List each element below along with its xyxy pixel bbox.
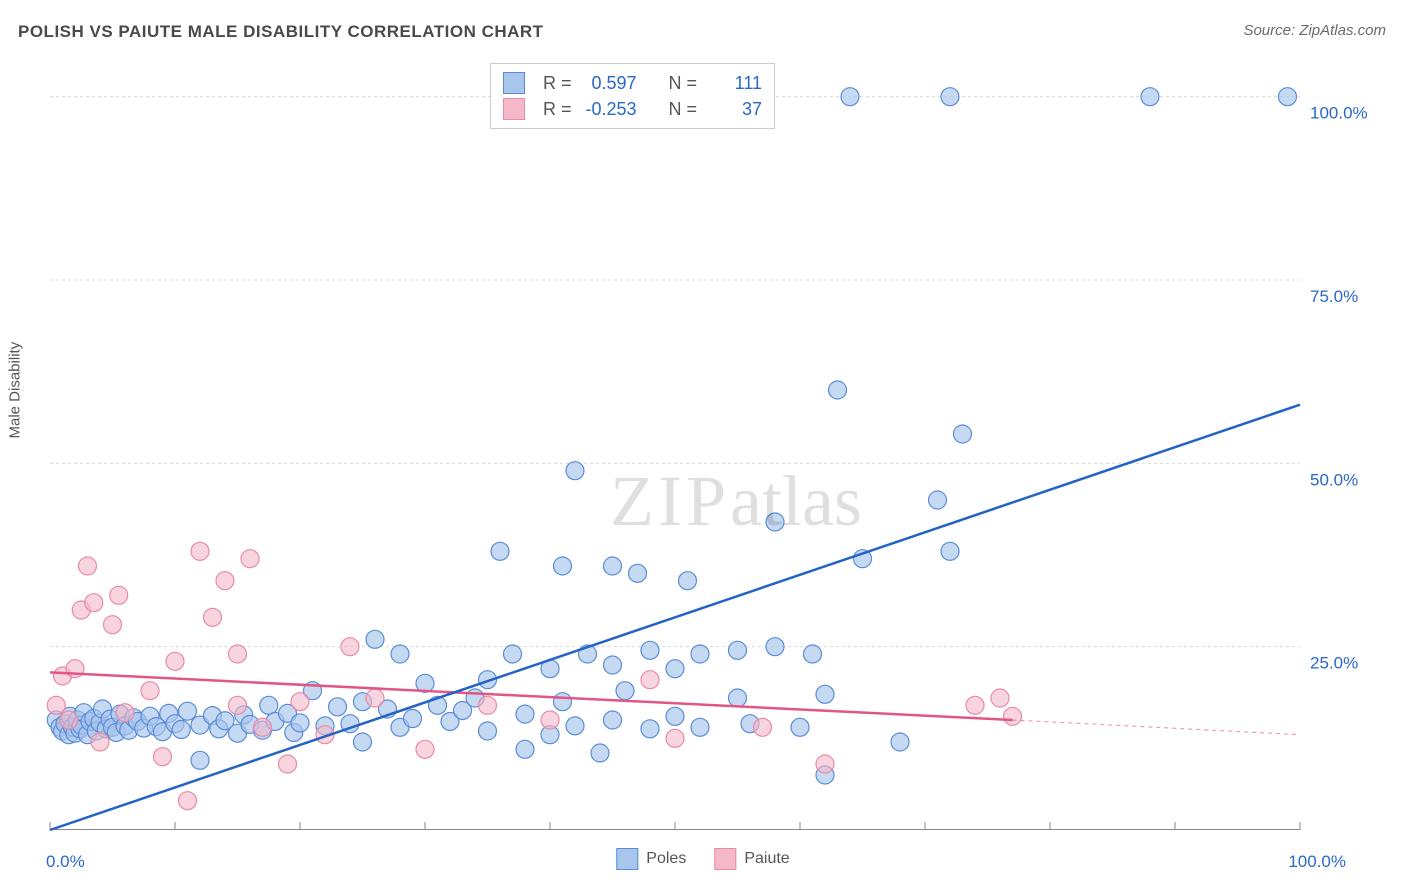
svg-text:100.0%: 100.0% — [1310, 104, 1368, 123]
chart-source: Source: ZipAtlas.com — [1243, 22, 1386, 39]
y-axis-label: Male Disability — [7, 342, 24, 439]
chart-container: POLISH VS PAIUTE MALE DISABILITY CORRELA… — [0, 0, 1406, 892]
legend-swatch-paiute — [503, 98, 525, 120]
n-value-paiute: 37 — [707, 99, 762, 120]
plot-area: 25.0%50.0%75.0%100.0% ZIPatlas — [50, 60, 1300, 830]
svg-text:75.0%: 75.0% — [1310, 287, 1358, 306]
scatter-plot-svg: 25.0%50.0%75.0%100.0% — [50, 60, 1300, 830]
x-axis-max-label: 100.0% — [1288, 852, 1346, 872]
chart-title: POLISH VS PAIUTE MALE DISABILITY CORRELA… — [18, 22, 544, 42]
legend-swatch-paiute-icon — [714, 848, 736, 870]
svg-text:50.0%: 50.0% — [1310, 470, 1358, 489]
legend-swatch-poles — [503, 72, 525, 94]
legend-item-paiute: Paiute — [714, 848, 789, 870]
poles-points — [47, 88, 1296, 784]
r-value-paiute: -0.253 — [582, 99, 637, 120]
svg-text:25.0%: 25.0% — [1310, 654, 1358, 673]
poles-trend-line — [50, 405, 1300, 830]
correlation-legend: R = 0.597 N = 111 R = -0.253 N = 37 — [490, 63, 775, 129]
n-value-poles: 111 — [707, 73, 762, 94]
x-axis-min-label: 0.0% — [46, 852, 85, 872]
r-value-poles: 0.597 — [582, 73, 637, 94]
series-legend: Poles Paiute — [616, 848, 789, 870]
paiute-points — [47, 542, 1021, 809]
legend-item-poles: Poles — [616, 848, 686, 870]
legend-row-paiute: R = -0.253 N = 37 — [503, 96, 762, 122]
legend-swatch-poles-icon — [616, 848, 638, 870]
legend-row-poles: R = 0.597 N = 111 — [503, 70, 762, 96]
